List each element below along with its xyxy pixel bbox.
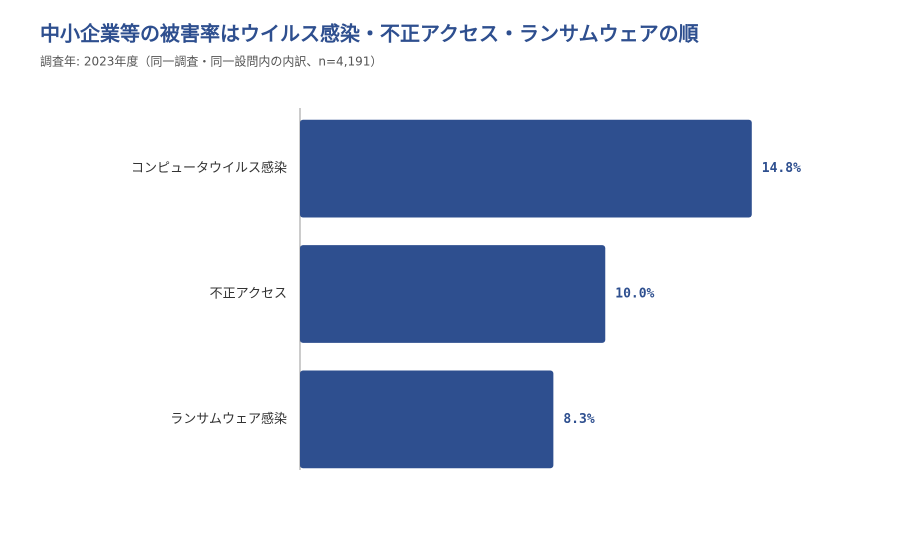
bar <box>300 245 606 343</box>
chart-title: 中小企業等の被害率はウイルス感染・不正アクセス・ランサムウェアの順 <box>40 22 700 46</box>
value-label: 8.3% <box>563 412 594 427</box>
bar <box>300 119 752 218</box>
bar <box>300 370 554 469</box>
value-label: 14.8% <box>762 161 801 176</box>
category-label: コンピュータウイルス感染 <box>131 160 287 176</box>
category-label: ランサムウェア感染 <box>170 411 287 427</box>
category-label: 不正アクセス <box>210 287 287 302</box>
chart-subtitle: 調査年: 2023年度（同一調査・同一設問内の内訳、n=4,191） <box>40 54 382 69</box>
value-label: 10.0% <box>615 287 654 302</box>
